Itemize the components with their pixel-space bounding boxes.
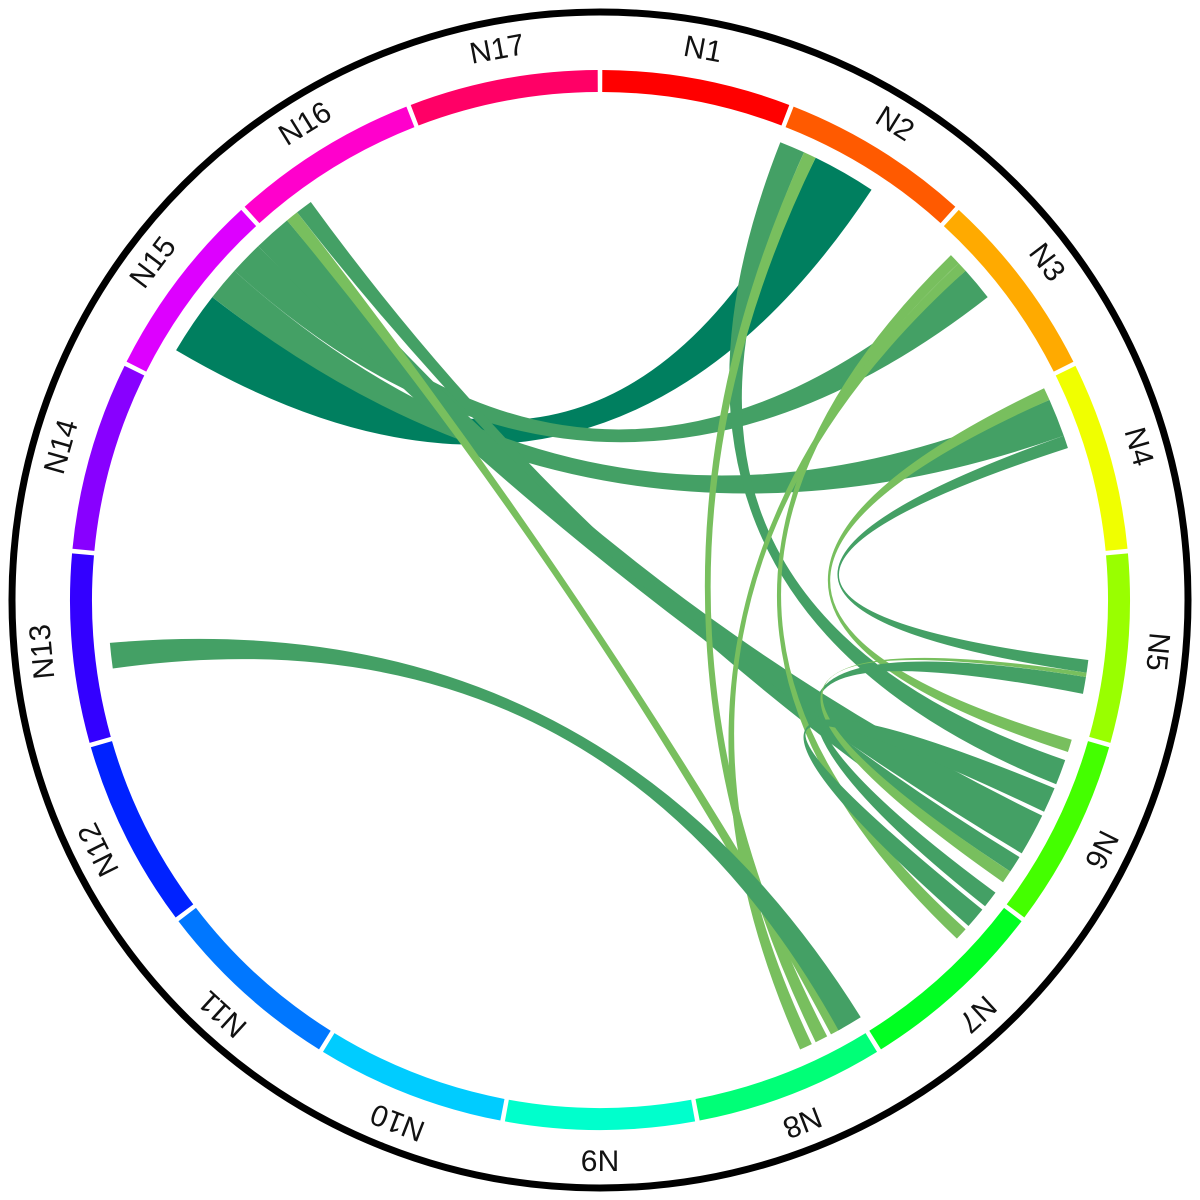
- label-n13: N13: [23, 623, 61, 681]
- segment-n13: [70, 553, 111, 743]
- segments-layer: [70, 70, 1130, 1130]
- label-n5: N5: [1139, 631, 1175, 672]
- segment-n6: [1006, 741, 1110, 918]
- segment-n9: [504, 1099, 696, 1130]
- chord-n15-n6: [258, 220, 1043, 854]
- outer-ring: [8, 8, 1192, 1192]
- segment-n4: [1055, 365, 1128, 551]
- segment-n2: [785, 106, 956, 224]
- chord-n13-n8: [109, 638, 861, 1031]
- chord-n15-n2: [176, 157, 872, 445]
- label-n1: N1: [681, 30, 725, 69]
- chord-n15-n4: [212, 270, 1064, 494]
- segment-n11: [178, 907, 331, 1050]
- chord-n7-n6: [803, 719, 1055, 927]
- segment-n16: [244, 106, 415, 224]
- segment-n10: [322, 1033, 505, 1121]
- label-n9: N9: [581, 1144, 619, 1177]
- chords-layer: [109, 142, 1089, 1050]
- segment-n8: [695, 1033, 878, 1121]
- segment-n5: [1089, 553, 1130, 743]
- segment-n17: [410, 70, 598, 126]
- segment-n14: [72, 365, 145, 551]
- label-n2: N2: [870, 100, 920, 148]
- chord-n5-n7: [814, 661, 1086, 907]
- label-n8: N8: [778, 1100, 826, 1145]
- label-n6: N6: [1078, 825, 1125, 874]
- label-n3: N3: [1022, 237, 1071, 287]
- label-n14: N14: [38, 416, 85, 478]
- segment-n3: [943, 209, 1074, 372]
- chord-n4-n5: [837, 435, 1089, 673]
- segment-n15: [126, 209, 257, 372]
- segment-n7: [869, 907, 1022, 1050]
- label-n4: N4: [1118, 424, 1160, 470]
- label-n17: N17: [467, 28, 527, 71]
- chord-n6-n5: [820, 657, 1087, 883]
- labels-layer: N1N2N3N4N5N6N7N8N9N10N11N12N13N14N15N16N…: [23, 28, 1175, 1176]
- segment-n12: [90, 741, 194, 918]
- segment-n1: [602, 70, 790, 126]
- chord-n2-n6: [729, 142, 1066, 785]
